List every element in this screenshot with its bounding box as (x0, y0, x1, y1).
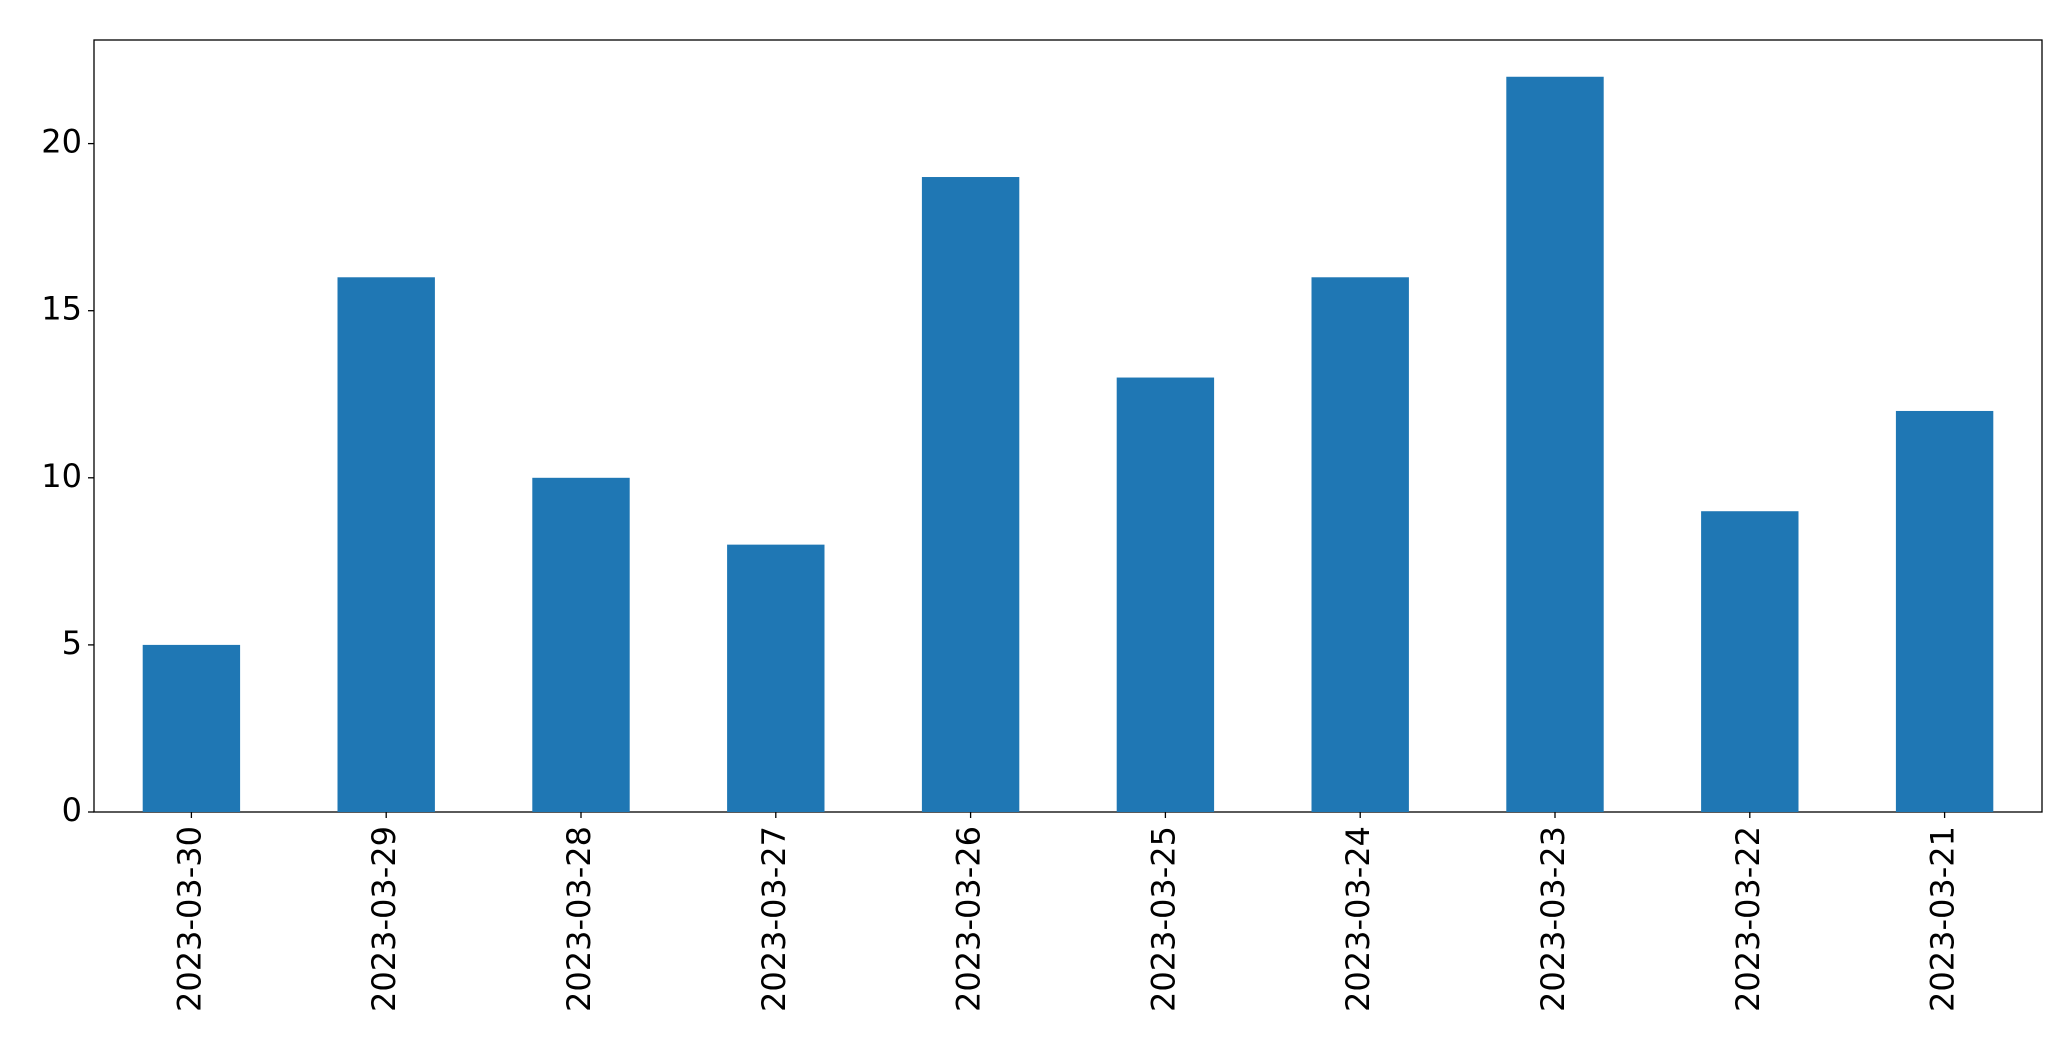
bar (1701, 511, 1799, 812)
bar (921, 177, 1020, 812)
x-tick-label: 2023-03-26 (950, 826, 988, 1012)
bar (727, 544, 825, 812)
x-tick-label: 2023-03-22 (1729, 826, 1767, 1012)
x-tick-label: 2023-03-30 (170, 826, 208, 1012)
y-tick-label: 0 (62, 791, 82, 829)
bar (1506, 76, 1604, 812)
x-tick-label: 2023-03-23 (1534, 826, 1572, 1012)
x-tick-label: 2023-03-29 (365, 826, 403, 1012)
x-tick-label: 2023-03-21 (1924, 826, 1962, 1012)
y-tick-label: 10 (41, 457, 82, 495)
bar (1895, 410, 1994, 812)
y-tick-label: 20 (41, 123, 82, 161)
x-tick-label: 2023-03-25 (1144, 826, 1182, 1012)
bar (337, 277, 435, 812)
bar (1311, 277, 1409, 812)
bar (142, 644, 241, 812)
bar (1116, 377, 1215, 812)
bar (532, 477, 630, 812)
x-tick-label: 2023-03-28 (560, 826, 598, 1012)
x-tick-label: 2023-03-27 (755, 826, 793, 1012)
y-tick-label: 15 (41, 290, 82, 328)
plot-frame (93, 39, 2043, 813)
x-tick-label: 2023-03-24 (1339, 826, 1377, 1012)
y-tick-label: 5 (62, 624, 82, 662)
